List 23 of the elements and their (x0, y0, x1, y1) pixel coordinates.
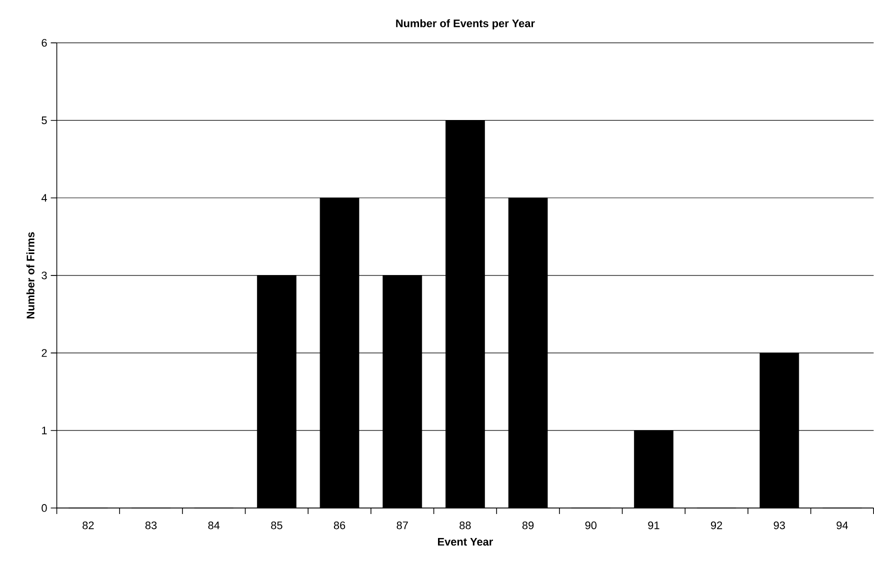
x-tick-label: 91 (648, 522, 660, 530)
x-tick-label: 87 (396, 522, 408, 530)
x-tick-label: 88 (460, 522, 471, 530)
x-tick-label: 89 (522, 522, 534, 530)
y-tick-label: 5 (42, 116, 47, 124)
x-tick-label: 94 (836, 522, 848, 530)
x-tick-label: 90 (585, 522, 596, 530)
x-tick-label: 93 (774, 522, 785, 530)
y-tick-label: 3 (42, 272, 47, 280)
y-tick-label: 0 (42, 504, 47, 512)
chart-title: Number of Events per Year (396, 19, 535, 30)
y-tick-label: 2 (42, 349, 47, 357)
x-tick-label: 84 (208, 522, 220, 530)
y-tick-label: 6 (42, 39, 47, 47)
x-tick-label: 83 (145, 522, 157, 530)
x-tick-label: 92 (710, 522, 722, 530)
x-axis-title: Event Year (438, 538, 493, 546)
x-tick-label: 85 (271, 522, 282, 530)
x-tick-label: 86 (334, 522, 346, 530)
y-tick-label: 4 (41, 194, 47, 202)
y-axis-title: Number of Firms (26, 232, 34, 318)
y-tick-label: 1 (42, 426, 47, 434)
x-tick-label: 82 (82, 522, 94, 530)
